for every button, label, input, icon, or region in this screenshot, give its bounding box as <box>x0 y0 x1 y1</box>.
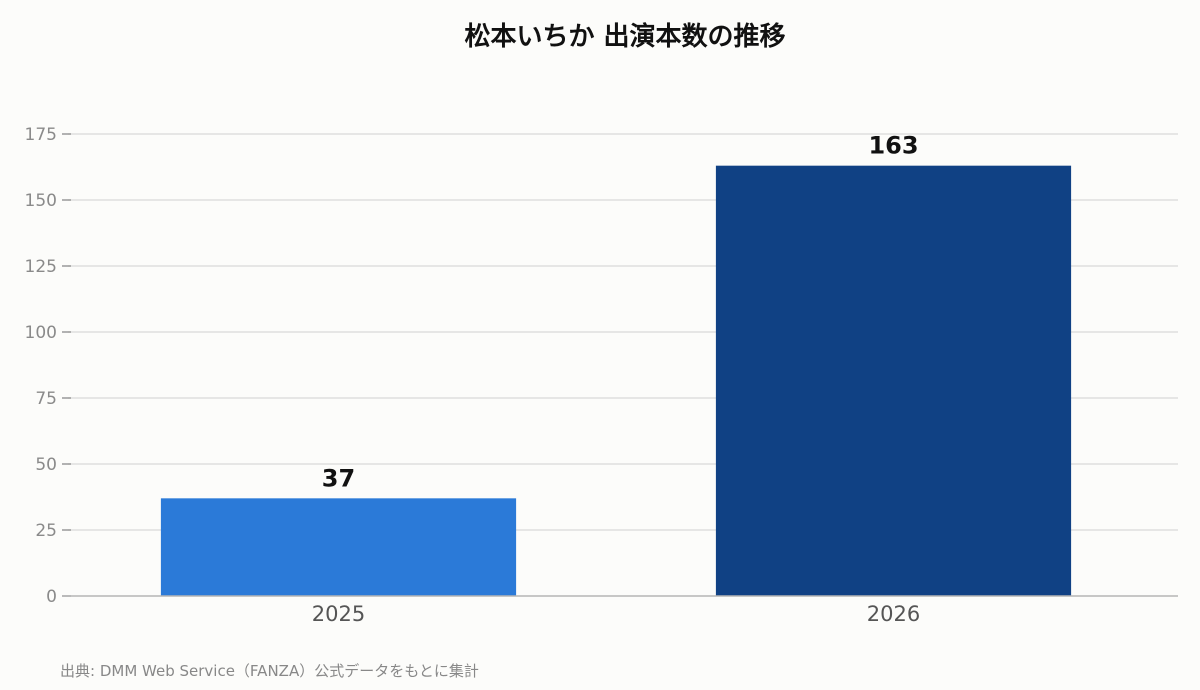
bar-2025 <box>160 498 517 596</box>
y-tick-label: 75 <box>35 389 57 409</box>
bars: 37 163 <box>160 132 1072 596</box>
x-axis: 2025 2026 <box>62 595 1178 626</box>
x-tick-label: 2026 <box>867 602 920 626</box>
y-tick-label: 0 <box>46 587 57 607</box>
y-tick-label: 25 <box>35 521 57 541</box>
grid-lines <box>68 133 1178 531</box>
bar-value-label: 37 <box>322 464 355 492</box>
x-tick-label: 2025 <box>312 602 365 626</box>
y-tick-label: 50 <box>35 455 57 475</box>
y-axis: 0 25 50 75 100 125 150 175 <box>25 125 71 607</box>
y-tick-label: 175 <box>25 125 57 145</box>
y-tick-label: 100 <box>25 323 57 343</box>
y-tick-label: 150 <box>25 191 57 211</box>
bar-value-label: 163 <box>868 132 918 160</box>
chart-title: 松本いちか 出演本数の推移 <box>464 21 785 52</box>
bar-2026 <box>715 165 1072 596</box>
y-tick-label: 125 <box>25 257 57 277</box>
source-note: 出典: DMM Web Service（FANZA）公式データをもとに集計 <box>60 662 479 680</box>
